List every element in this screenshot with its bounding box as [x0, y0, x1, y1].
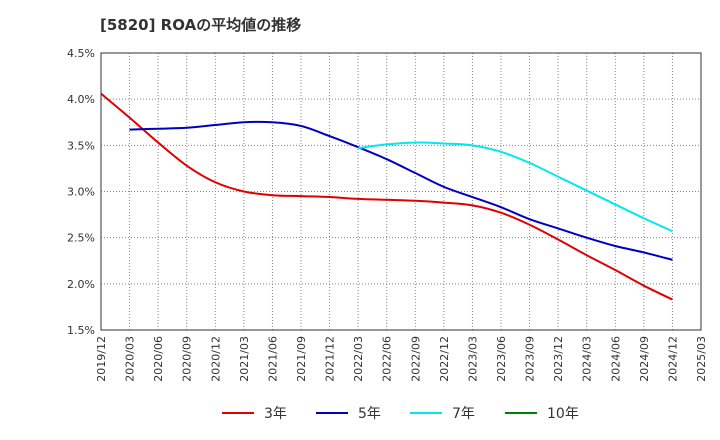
- series-line-5年: [129, 120, 673, 261]
- x-tick-label: 2021/06: [266, 336, 279, 382]
- x-tick-label: 2021/03: [238, 336, 251, 382]
- x-tick-label: 2020/09: [181, 336, 194, 382]
- x-tick-label: 2024/12: [666, 336, 679, 382]
- y-tick-label: 3.0%: [67, 186, 95, 199]
- legend-label: 3年: [264, 406, 287, 422]
- legend-label: 7年: [452, 406, 475, 422]
- x-tick-label: 2024/09: [638, 336, 651, 382]
- legend-label: 5年: [358, 406, 381, 422]
- x-tick-label: 2024/03: [581, 336, 594, 382]
- chart-title: [5820] ROAの平均値の推移: [100, 16, 302, 34]
- x-tick-label: 2022/09: [409, 336, 422, 382]
- y-axis: 1.5% 2.0% 2.5% 3.0% 3.5% 4.0% 4.5%: [67, 47, 95, 337]
- series-line-3年: [100, 92, 673, 301]
- legend: 3年 5年 7年 10年: [222, 406, 579, 422]
- x-tick-label: 2021/12: [324, 336, 337, 382]
- grid-lines: [101, 53, 701, 330]
- y-tick-label: 2.5%: [67, 232, 95, 245]
- x-tick-label: 2020/03: [124, 336, 137, 382]
- x-tick-label: 2020/06: [152, 336, 165, 382]
- x-tick-label: 2025/03: [695, 336, 708, 382]
- y-tick-label: 1.5%: [67, 324, 95, 337]
- plot-frame: [100, 52, 702, 331]
- x-tick-label: 2019/12: [95, 336, 108, 382]
- y-tick-label: 4.5%: [67, 47, 95, 60]
- y-tick-label: 2.0%: [67, 278, 95, 291]
- series-lines: [100, 92, 673, 301]
- y-tick-label: 4.0%: [67, 93, 95, 106]
- x-tick-label: 2023/09: [524, 336, 537, 382]
- x-tick-label: 2024/06: [609, 336, 622, 382]
- y-tick-label: 3.5%: [67, 139, 95, 152]
- x-tick-label: 2023/12: [552, 336, 565, 382]
- x-tick-label: 2022/06: [381, 336, 394, 382]
- x-tick-label: 2023/06: [495, 336, 508, 382]
- x-tick-label: 2020/12: [209, 336, 222, 382]
- series-line-7年: [358, 141, 673, 233]
- x-tick-label: 2022/03: [352, 336, 365, 382]
- x-tick-label: 2023/03: [466, 336, 479, 382]
- legend-label: 10年: [547, 406, 579, 422]
- x-axis: 2019/12 2020/03 2020/06 2020/09 2020/12 2021/…: [95, 336, 708, 382]
- x-tick-label: 2021/09: [295, 336, 308, 382]
- x-tick-label: 2022/12: [438, 336, 451, 382]
